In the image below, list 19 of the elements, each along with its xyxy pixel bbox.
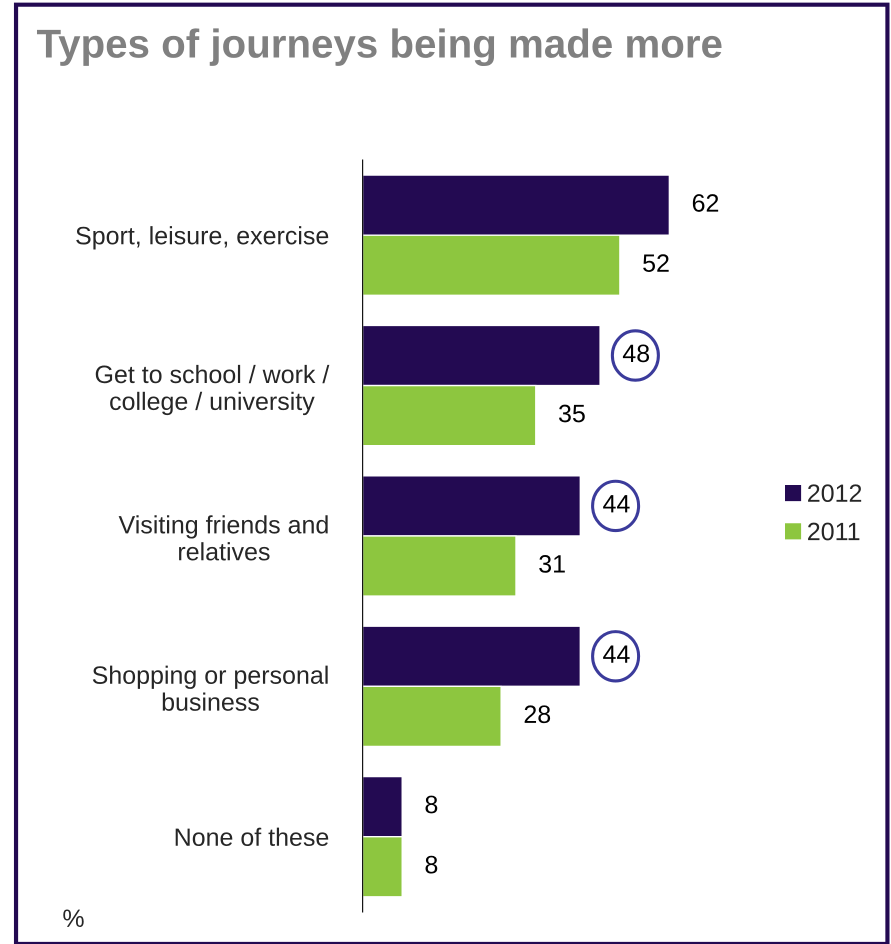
legend-label: 2011 [808,522,860,540]
data-label: 35 [558,404,585,422]
data-label: 48 [622,344,650,362]
chart-title: Types of journeys being made more [36,28,722,66]
y-tick-label: Shopping or personal business [92,666,328,711]
legend-label: 2012 [808,484,862,502]
y-tick-label: Sport, leisure, exercise [76,226,328,250]
data-label: 44 [603,495,630,512]
data-label: 28 [524,705,550,724]
y-tick-label: None of these [176,828,328,846]
data-label: 44 [603,646,630,663]
text: % [63,910,84,928]
data-label: 8 [426,796,438,814]
data-label: 52 [643,254,669,272]
data-label: 62 [692,194,718,212]
data-label: 8 [426,856,438,874]
data-label: 31 [539,555,565,573]
y-tick-label: Visiting friends and relatives [118,515,328,561]
y-tick-label: Get to school / work / college / university [96,364,330,416]
